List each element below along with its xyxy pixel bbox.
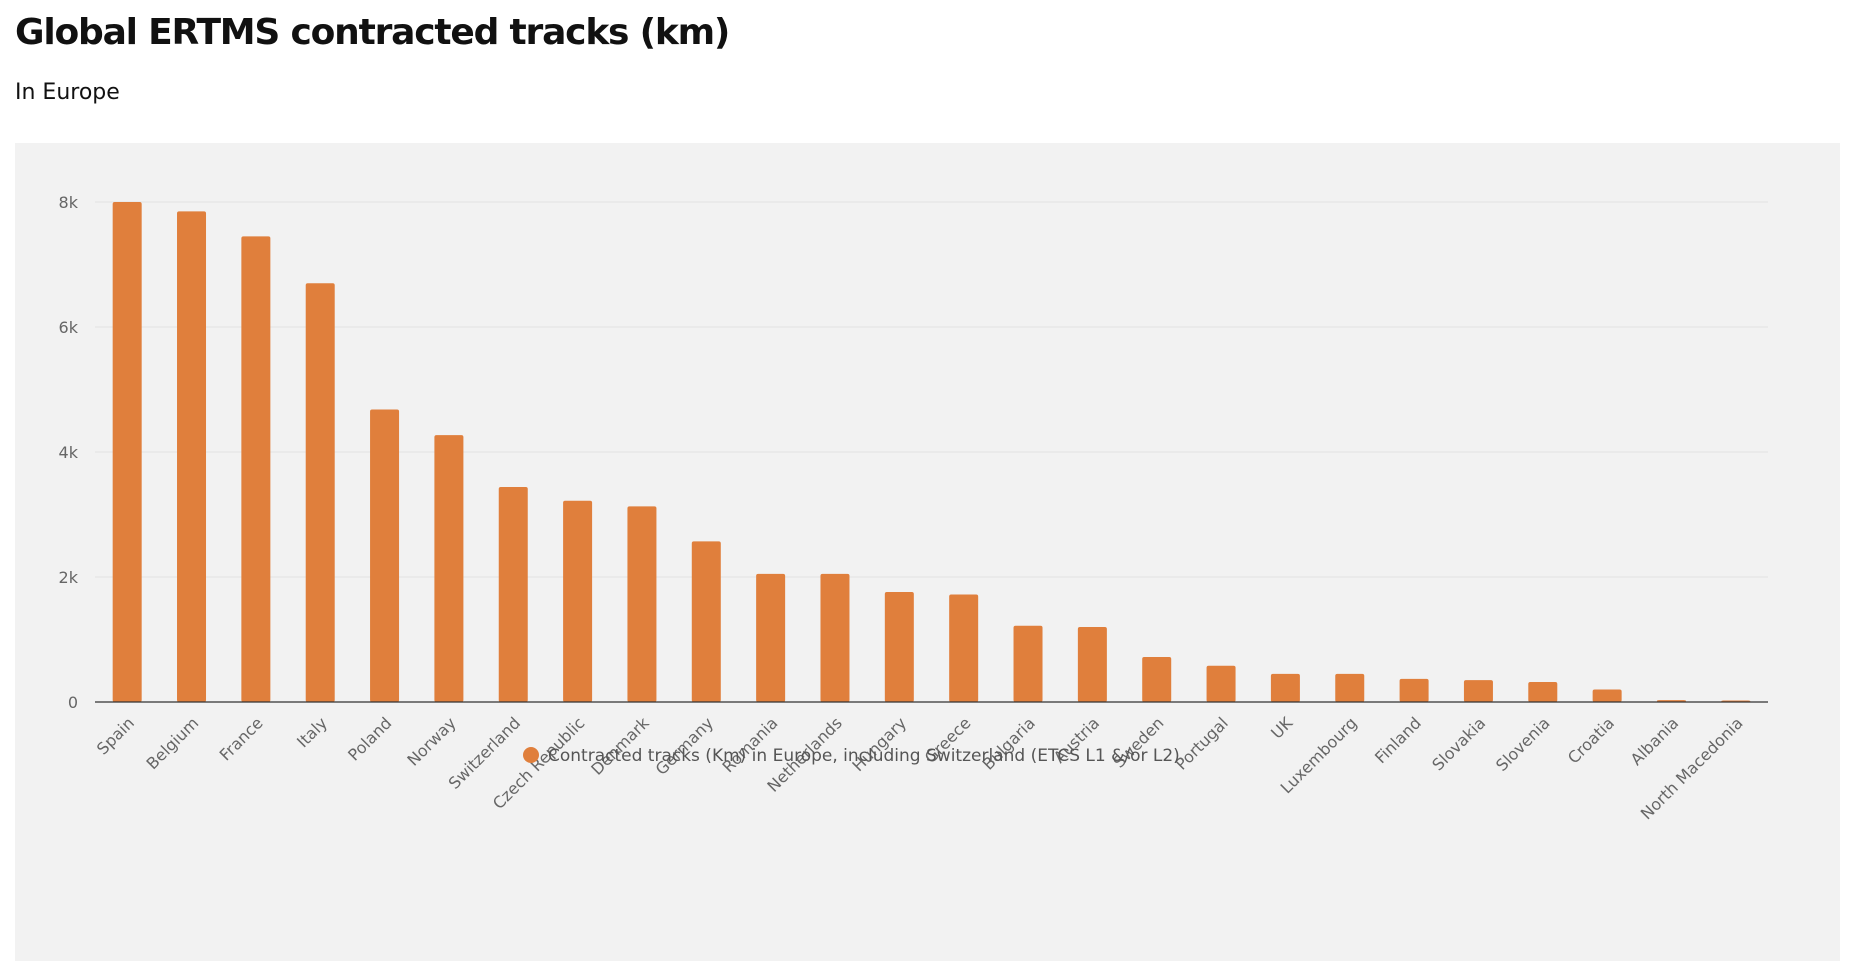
gridlines	[95, 201, 1768, 578]
x-category-label: Portugal	[1172, 713, 1232, 773]
y-axis-ticks: 0 2k 4k 6k 8k	[59, 193, 79, 712]
bar-romania[interactable]	[756, 573, 786, 702]
x-category-label: Spain	[93, 713, 138, 758]
bar-chart: 0 2k 4k 6k 8k Spain Belgium France Italy Poland N…	[59, 193, 1768, 823]
x-axis-category-labels: Spain Belgium France Italy Poland NorwaySwitz…	[93, 713, 1747, 823]
bar-hungary[interactable]	[884, 592, 914, 702]
bar-norway[interactable]	[434, 435, 464, 702]
x-category-label: Belgium	[143, 713, 203, 773]
chart-panel: 0 2k 4k 6k 8k Spain Belgium France Italy Poland N…	[15, 143, 1840, 961]
bar-croatia[interactable]	[1592, 689, 1622, 703]
bar-italy[interactable]	[305, 283, 335, 702]
bar-denmark[interactable]	[627, 506, 657, 702]
bar-france[interactable]	[241, 236, 271, 702]
x-category-label: Albania	[1627, 713, 1683, 769]
bar-portugal[interactable]	[1206, 665, 1236, 702]
bar-luxembourg[interactable]	[1335, 673, 1365, 702]
bar-austria[interactable]	[1077, 627, 1107, 702]
y-tick-label: 0	[68, 693, 78, 712]
x-category-label: Italy	[293, 713, 331, 751]
bar-spain[interactable]	[112, 202, 142, 702]
bar-switzerland[interactable]	[498, 487, 528, 702]
x-category-label: Norway	[403, 713, 459, 769]
bar-poland[interactable]	[370, 409, 400, 703]
x-category-label: Slovakia	[1428, 713, 1489, 774]
legend-marker	[523, 747, 539, 763]
chart-title: Global ERTMS contracted tracks (km)	[15, 12, 730, 53]
chart-subtitle: In Europe	[15, 80, 120, 105]
bar-uk[interactable]	[1270, 673, 1300, 702]
bar-germany[interactable]	[691, 541, 721, 702]
y-tick-label: 8k	[59, 193, 79, 212]
x-category-label: UK	[1267, 713, 1296, 742]
bar-belgium[interactable]	[177, 211, 207, 702]
bar-finland[interactable]	[1399, 678, 1429, 702]
x-category-label: Slovenia	[1492, 713, 1554, 775]
legend-label: Contracted tracks (Km) in Europe, includ…	[548, 746, 1180, 766]
y-tick-label: 6k	[59, 318, 79, 337]
legend[interactable]: Contracted tracks (Km) in Europe, includ…	[523, 746, 1180, 766]
y-tick-label: 4k	[59, 443, 79, 462]
x-category-label: France	[216, 713, 267, 764]
x-category-label: Finland	[1371, 713, 1425, 767]
y-tick-label: 2k	[59, 568, 79, 587]
bar-czech-republic[interactable]	[563, 500, 593, 702]
bar-bulgaria[interactable]	[1013, 625, 1043, 702]
bar-sweden[interactable]	[1142, 657, 1172, 702]
bar-slovakia[interactable]	[1463, 680, 1493, 702]
bar-greece[interactable]	[949, 594, 979, 703]
bars	[112, 202, 1751, 703]
x-category-label: Romania	[719, 713, 782, 776]
bar-netherlands[interactable]	[820, 573, 850, 702]
x-category-label: Poland	[344, 713, 395, 764]
x-category-label: Croatia	[1564, 713, 1618, 767]
bar-slovenia[interactable]	[1528, 682, 1558, 702]
